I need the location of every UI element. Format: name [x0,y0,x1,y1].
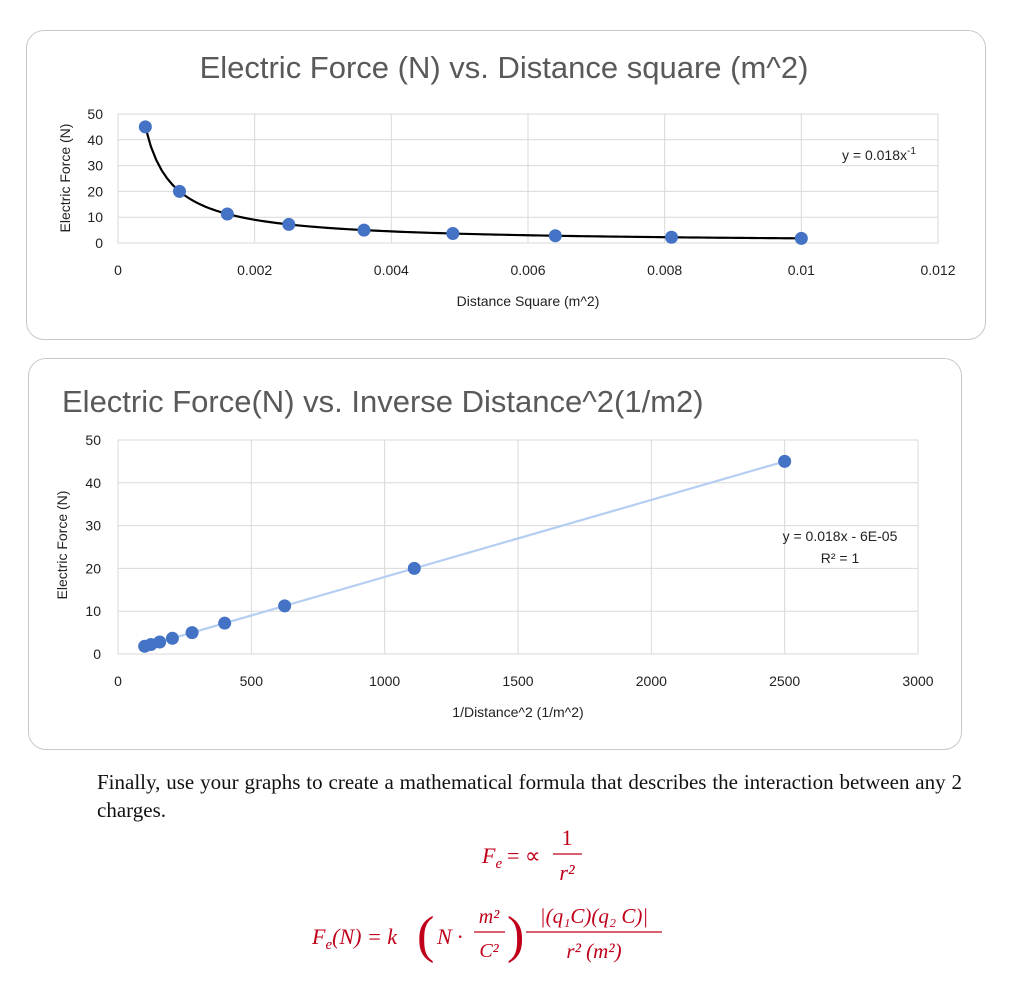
chart1-y-tick-label: 20 [87,183,103,199]
formula2-denominator: r² (m²) [566,939,621,963]
chart2-y-tick-label: 20 [85,560,101,576]
chart1-x-axis-label: Distance Square (m^2) [457,293,600,309]
chart2-y-tick-label: 30 [85,518,101,534]
chart1-x-tick-label: 0 [114,262,122,278]
chart1-x-tick-label: 0.006 [510,262,545,278]
formula1-numerator: 1 [562,825,573,850]
chart1-x-tick-label: 0.008 [647,262,682,278]
chart1-y-tick-label: 40 [87,132,103,148]
chart1-data-point [220,207,234,221]
chart2-title: Electric Force(N) vs. Inverse Distance^2… [62,384,704,419]
formula-coulomb: Fe(N) = k ( N · m² C² ) |(q₁C)(q₂ C)| r²… [311,904,662,964]
chart1-x-tick-label: 0.01 [788,262,815,278]
chart2-data-point [153,635,167,649]
instruction-paragraph: Finally, use your graphs to create a mat… [97,770,962,822]
chart1-y-axis-label: Electric Force (N) [57,124,73,233]
chart2-data-point [278,599,292,613]
formula2-units-numerator: m² [479,906,500,928]
formula1-lhs: Fe [481,843,502,872]
chart1-trendline [144,126,802,240]
formula2-close-paren: ) [507,907,524,964]
chart2-y-tick-label: 0 [93,646,101,662]
chart1-equation: y = 0.018x-1 [842,146,916,163]
chart1-data-point [282,217,296,231]
chart2-data-point [165,631,179,645]
chart1-y-tick-label: 50 [87,106,103,122]
chart1-y-tick-label: 0 [95,235,103,251]
chart2-x-tick-label: 3000 [902,673,933,689]
chart-2-card [28,358,962,750]
chart2-y-axis-label: Electric Force (N) [54,491,70,600]
chart1-data-point [446,227,460,241]
chart2-x-tick-label: 2500 [769,673,800,689]
chart1-x-tick-label: 0.004 [374,262,409,278]
chart1-data-point [138,120,152,134]
chart2-y-tick-label: 50 [85,432,101,448]
formula2-units-n: N · [436,924,463,949]
formula-proportional: Fe = ∝ 1 r² [481,825,582,885]
formula1-denominator: r² [559,860,575,885]
chart2-x-tick-label: 0 [114,673,122,689]
chart2-x-tick-label: 2000 [636,673,667,689]
chart2-y-tick-label: 10 [85,603,101,619]
chart2-x-tick-label: 500 [240,673,264,689]
chart1-x-tick-label: 0.012 [920,262,955,278]
chart2-y-tick-label: 40 [85,475,101,491]
chart-1-card [26,30,986,340]
chart2-r-squared: R² = 1 [821,550,860,566]
chart2-trendline [144,460,785,648]
chart2-x-axis-label: 1/Distance^2 (1/m^2) [452,704,583,720]
chart2-data-point [778,454,792,468]
chart2-equation: y = 0.018x - 6E-05 [783,528,898,544]
chart-2: Electric Force(N) vs. Inverse Distance^2… [54,384,934,720]
formula2-open-paren: ( [417,907,434,964]
chart1-data-point [173,184,186,198]
chart1-y-tick-label: 10 [87,209,103,225]
chart2-data-point [218,616,232,630]
chart1-y-tick-label: 30 [87,158,103,174]
chart2-data-point [185,626,199,640]
chart2-data-point [407,561,421,575]
chart2-x-tick-label: 1500 [502,673,533,689]
chart-1: Electric Force (N) vs. Distance square (… [57,50,956,309]
chart1-title: Electric Force (N) vs. Distance square (… [200,50,809,85]
chart1-data-point [548,229,562,243]
formula2-units-denominator: C² [479,940,499,962]
chart1-data-point [357,223,371,237]
formula1-relation: = ∝ [507,843,541,868]
chart1-data-point [794,231,808,245]
chart2-x-tick-label: 1000 [369,673,400,689]
formula2-numerator: |(q₁C)(q₂ C)| [540,904,648,928]
formula2-lhs: Fe(N) = k [311,924,398,953]
chart1-data-point [665,230,678,244]
chart1-x-tick-label: 0.002 [237,262,272,278]
